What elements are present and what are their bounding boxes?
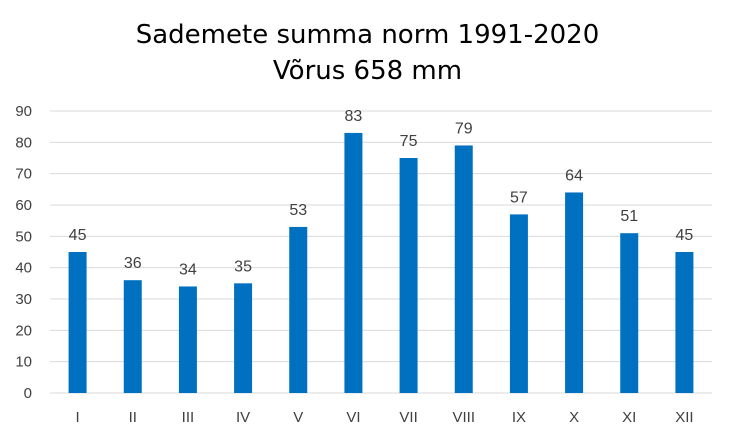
bar <box>123 280 142 393</box>
x-tick-label: XII <box>675 409 693 426</box>
x-tick-label: XI <box>622 409 636 426</box>
bar <box>399 158 418 393</box>
bar <box>178 286 197 393</box>
chart-title: Sademete summa norm 1991-2020 <box>135 20 600 50</box>
y-tick-label: 50 <box>15 228 32 245</box>
bar <box>565 192 584 393</box>
y-tick-label: 70 <box>15 166 32 183</box>
y-tick-label: 20 <box>15 322 32 339</box>
y-tick-label: 0 <box>24 385 32 402</box>
chart-subtitle: Võrus 658 mm <box>272 56 463 86</box>
y-tick-label: 60 <box>15 197 32 214</box>
x-tick-label: X <box>569 409 579 426</box>
data-label: 57 <box>510 189 528 206</box>
bar <box>344 132 363 393</box>
bar <box>454 145 473 393</box>
data-label: 79 <box>455 120 473 137</box>
bar <box>675 252 694 393</box>
data-label: 51 <box>620 208 638 225</box>
data-label: 35 <box>234 258 252 275</box>
bar <box>234 283 253 393</box>
bar <box>620 233 639 393</box>
x-tick-label: VIII <box>452 409 475 426</box>
y-tick-label: 10 <box>15 354 32 371</box>
y-tick-label: 30 <box>15 291 32 308</box>
x-tick-label: I <box>75 409 79 426</box>
data-label: 45 <box>676 227 694 244</box>
y-tick-label: 80 <box>15 134 32 151</box>
x-tick-label: VII <box>399 409 417 426</box>
data-label: 64 <box>565 167 583 184</box>
x-tick-label: V <box>293 409 303 426</box>
data-label: 45 <box>69 227 87 244</box>
y-tick-label: 40 <box>15 260 32 277</box>
data-label: 34 <box>179 261 197 278</box>
bar <box>509 214 528 393</box>
x-tick-label: III <box>182 409 195 426</box>
x-tick-label: IV <box>236 409 250 426</box>
data-label: 75 <box>400 133 418 150</box>
data-label: 53 <box>289 202 307 219</box>
x-tick-label: VI <box>346 409 360 426</box>
y-tick-label: 90 <box>15 103 32 120</box>
bar <box>289 226 308 393</box>
bar <box>68 252 87 393</box>
data-label: 83 <box>345 108 363 125</box>
x-tick-label: II <box>129 409 137 426</box>
x-tick-label: IX <box>512 409 526 426</box>
data-label: 36 <box>124 255 142 272</box>
